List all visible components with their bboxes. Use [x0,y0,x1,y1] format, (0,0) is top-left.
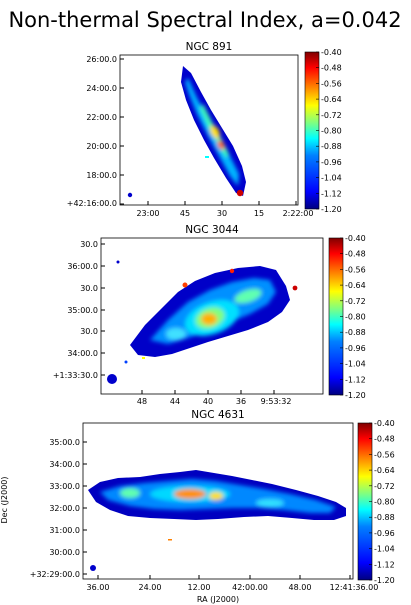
x-tick-label: 40 [203,397,213,406]
colorbar-tick-label: -0.40 [321,48,342,57]
x-tick-label: 23:00 [136,209,159,218]
plot-frame [82,422,354,580]
y-tick-label: 36:00.0 [67,262,98,271]
colorbar-tick-label: -0.88 [345,328,366,337]
y-tick-label: 22:00.0 [86,113,117,122]
colorbar-tick-label: -0.96 [321,158,342,167]
colorbar-tick-label: -0.56 [321,79,342,88]
y-tick-label: 26:00.0 [86,55,117,64]
colorbar-tick-label: -1.20 [374,576,395,585]
colorbar-tick-label: -0.96 [374,529,395,538]
y-tick-label: 34:00.0 [49,460,80,469]
y-tick-label: 18:00.0 [86,171,117,180]
panel-title: NGC 891 [186,41,233,53]
heatmap-image [127,66,246,198]
colorbar-tick-label: -0.88 [321,142,342,151]
x-tick-label: 9:53:32 [261,397,292,406]
x-axis-label: RA (J2000) [197,595,239,604]
panel-title: NGC 4631 [191,409,244,421]
y-tick-label: 34:00.0 [67,349,98,358]
colorbar-tick-label: -0.64 [321,95,342,104]
colorbar-tick-label: -1.12 [374,560,395,569]
colorbar-tick-label: -0.80 [345,313,366,322]
colorbar-tick-label: -0.48 [374,435,395,444]
x-ticks: 36.00 24.00 12.00 42:00.00 48.00 12:41:3… [87,575,379,592]
x-tick-label: 15 [254,209,264,218]
y-tick-label: +32:29:00.0 [30,570,80,579]
y-tick-label: 20:00.0 [86,142,117,151]
y-tick-label: 31:00.0 [49,526,80,535]
x-tick-label: 44 [170,397,180,406]
panel-ngc4631: NGC 4631 36.00 24.00 12.00 [0,409,395,604]
colorbar-tick-label: -1.12 [345,375,366,384]
colorbar-tick-label: -0.40 [374,419,395,428]
x-ticks: 23:00 45 30 15 2:22:00 [136,201,313,218]
x-tick-label: 48.00 [289,583,312,592]
colorbar-tick-label: -0.64 [374,466,395,475]
colorbar: -0.40 -0.48 -0.56 -0.64 -0.72 -0.80 -0.88 -0.96… [357,419,395,585]
y-tick-label: 35:00.0 [49,438,80,447]
colorbar-tick-label: -1.04 [345,360,366,369]
colorbar-tick-label: -0.88 [374,513,395,522]
colorbar-tick-label: -0.72 [321,111,342,120]
x-tick-label: 12.00 [188,583,211,592]
colorbar-tick-label: -0.72 [374,482,395,491]
y-tick-label: 30.0 [80,240,98,249]
colorbar-tick-label: -0.40 [345,234,366,243]
colorbar-tick-label: -0.96 [345,344,366,353]
x-tick-label: 36 [236,397,246,406]
y-ticks: 30.0 36:00.0 30.0 35:00.0 30.0 34:00.0 +… [53,240,105,380]
heatmap-image [88,470,346,571]
colorbar: -0.40 -0.48 -0.56 -0.64 -0.72 -0.80 -0.88 -0.96… [304,48,342,214]
colorbar-tick-label: -1.20 [321,205,342,214]
heatmap-image [107,260,298,384]
figure-title: Non-thermal Spectral Index, a=0.042 [8,8,401,32]
colorbar-tick-label: -0.80 [321,127,342,136]
y-tick-label: 33:00.0 [49,482,80,491]
x-tick-label: 45 [180,209,190,218]
y-tick-label: 30.0 [80,284,98,293]
colorbar-tick-label: -0.64 [345,281,366,290]
colorbar-tick-label: -1.04 [374,545,395,554]
beam-marker [107,374,117,384]
colorbar-tick-label: -0.56 [345,265,366,274]
colorbar: -0.40 -0.48 -0.56 -0.64 -0.72 -0.80 -0.88 -0.96… [328,234,366,400]
colorbar-tick-label: -0.80 [374,498,395,507]
y-tick-label: +1:33:30.0 [53,371,98,380]
colorbar-tick-label: -1.04 [321,174,342,183]
x-tick-label: 48 [137,397,147,406]
y-tick-label: +42:16:00.0 [67,199,117,208]
y-tick-label: 30.0 [80,327,98,336]
plot-frame [119,54,299,206]
colorbar-tick-label: -1.12 [321,189,342,198]
colorbar-tick-label: -0.48 [321,64,342,73]
y-tick-label: 30:00.0 [49,548,80,557]
x-tick-label: 2:22:00 [283,209,314,218]
y-tick-label: 24:00.0 [86,84,117,93]
panel-ngc3044: NGC 3044 48 [53,224,366,406]
beam-marker [127,192,133,198]
y-axis-label: Dec (J2000) [0,477,9,524]
y-tick-label: 32:00.0 [49,504,80,513]
panel-ngc891: NGC 891 23:00 45 30 15 2:22:00 [67,41,342,218]
colorbar-tick-label: -0.56 [374,450,395,459]
beam-marker [90,565,96,571]
y-ticks: 35:00.0 34:00.0 33:00.0 32:00.0 31:00.0 … [30,438,87,579]
x-tick-label: 42:00.00 [232,583,268,592]
x-ticks: 48 44 40 36 9:53:32 [137,390,292,406]
plot-frame [100,237,324,395]
y-ticks: 26:00.0 24:00.0 22:00.0 20:00.0 18:00.0 … [67,55,124,208]
colorbar-tick-label: -0.48 [345,250,366,259]
colorbar-tick-label: -1.20 [345,391,366,400]
y-tick-label: 35:00.0 [67,306,98,315]
x-tick-label: 30 [217,209,227,218]
x-tick-label: 36.00 [87,583,110,592]
colorbar-tick-label: -0.72 [345,297,366,306]
x-tick-label: 24.00 [139,583,162,592]
bright-knot [236,189,244,197]
x-tick-label: 12:41:36.00 [330,583,379,592]
panel-title: NGC 3044 [185,224,239,236]
